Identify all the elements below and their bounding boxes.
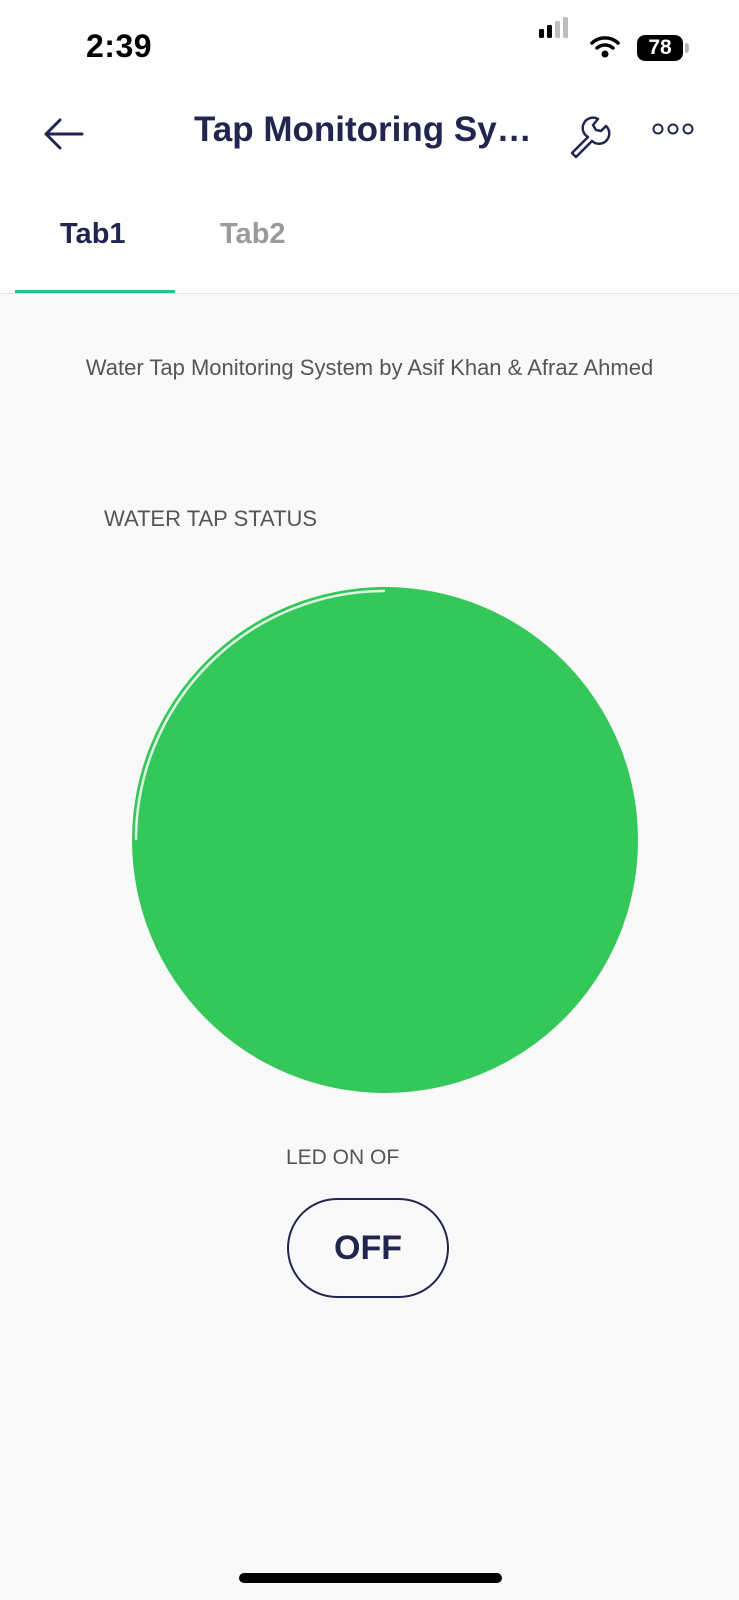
tab-tab2[interactable]: Tab2: [220, 218, 286, 250]
led-widget-label: WATER TAP STATUS: [104, 506, 318, 531]
status-time: 2:39: [86, 28, 153, 64]
led-toggle-button[interactable]: OFF: [287, 1198, 449, 1298]
button-widget-label: LED ON OF: [286, 1146, 400, 1169]
water-tap-status-led: [132, 587, 638, 1093]
led-highlight: [134, 589, 386, 841]
dashboard-subtitle: Water Tap Monitoring System by Asif Khan…: [85, 355, 654, 380]
arrow-left-icon[interactable]: [40, 114, 88, 154]
tab-divider: [0, 293, 739, 294]
active-tab-indicator: [15, 290, 175, 294]
wrench-icon[interactable]: [566, 113, 612, 159]
more-horizontal-icon[interactable]: [652, 122, 694, 136]
battery-indicator: 78: [637, 35, 683, 61]
home-indicator: [239, 1573, 502, 1583]
wifi-icon: [590, 36, 620, 58]
top-bar: [0, 0, 739, 294]
tab-tab1[interactable]: Tab1: [60, 218, 126, 250]
battery-tip: [685, 43, 689, 53]
page-title: Tap Monitoring Syst...: [194, 110, 546, 149]
